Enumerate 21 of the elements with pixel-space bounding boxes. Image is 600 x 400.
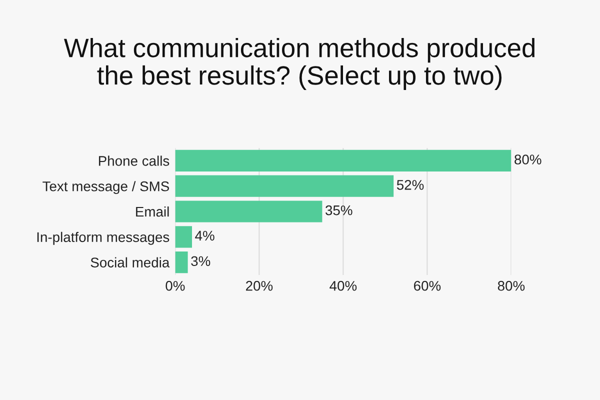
y-tick-label: Phone calls bbox=[98, 156, 170, 166]
y-tick-label: In-platform messages bbox=[37, 232, 170, 245]
y-tick-label: Email bbox=[136, 206, 169, 217]
bar bbox=[175, 175, 394, 197]
data-label: 4% bbox=[195, 230, 214, 241]
y-tick-label: Text message / SMS bbox=[42, 181, 170, 194]
chart-title: What communication methods produced the best results? (Select up to two) bbox=[64, 38, 534, 90]
bar bbox=[175, 150, 512, 172]
bar bbox=[175, 200, 322, 222]
x-tick-label: 20% bbox=[246, 280, 273, 291]
data-label: 80% bbox=[514, 154, 542, 164]
x-tick-label: 0% bbox=[166, 280, 185, 291]
data-label: 52% bbox=[396, 180, 424, 190]
x-tick-label: 80% bbox=[498, 280, 525, 291]
y-tick-label: Social media bbox=[90, 257, 170, 268]
x-tick-label: 60% bbox=[414, 280, 441, 291]
data-label: 3% bbox=[191, 256, 210, 266]
data-label: 35% bbox=[326, 205, 352, 216]
bar bbox=[175, 252, 188, 274]
bar bbox=[175, 226, 192, 248]
x-tick-label: 40% bbox=[330, 280, 357, 291]
